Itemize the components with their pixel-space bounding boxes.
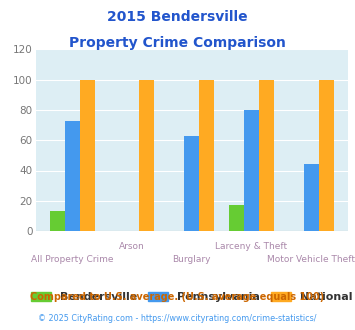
Bar [304,164,319,231]
Bar [259,80,274,231]
Bar [244,110,259,231]
Text: © 2025 CityRating.com - https://www.cityrating.com/crime-statistics/: © 2025 CityRating.com - https://www.city… [38,314,317,323]
Bar [319,80,334,231]
Text: Property Crime Comparison: Property Crime Comparison [69,36,286,50]
Text: Motor Vehicle Theft: Motor Vehicle Theft [267,255,355,264]
Bar [184,136,199,231]
Text: All Property Crime: All Property Crime [31,255,113,264]
Text: 2015 Bendersville: 2015 Bendersville [107,10,248,24]
Text: Compared to U.S. average. (U.S. average equals 100): Compared to U.S. average. (U.S. average … [31,292,324,302]
Text: Arson: Arson [119,242,145,251]
Text: Larceny & Theft: Larceny & Theft [215,242,288,251]
Bar [140,80,154,231]
Legend: Bendersville, Pennsylvania, National: Bendersville, Pennsylvania, National [27,287,355,307]
Bar [80,80,94,231]
Bar [50,211,65,231]
Text: Burglary: Burglary [173,255,211,264]
Bar [199,80,214,231]
Bar [65,120,80,231]
Bar [229,205,244,231]
